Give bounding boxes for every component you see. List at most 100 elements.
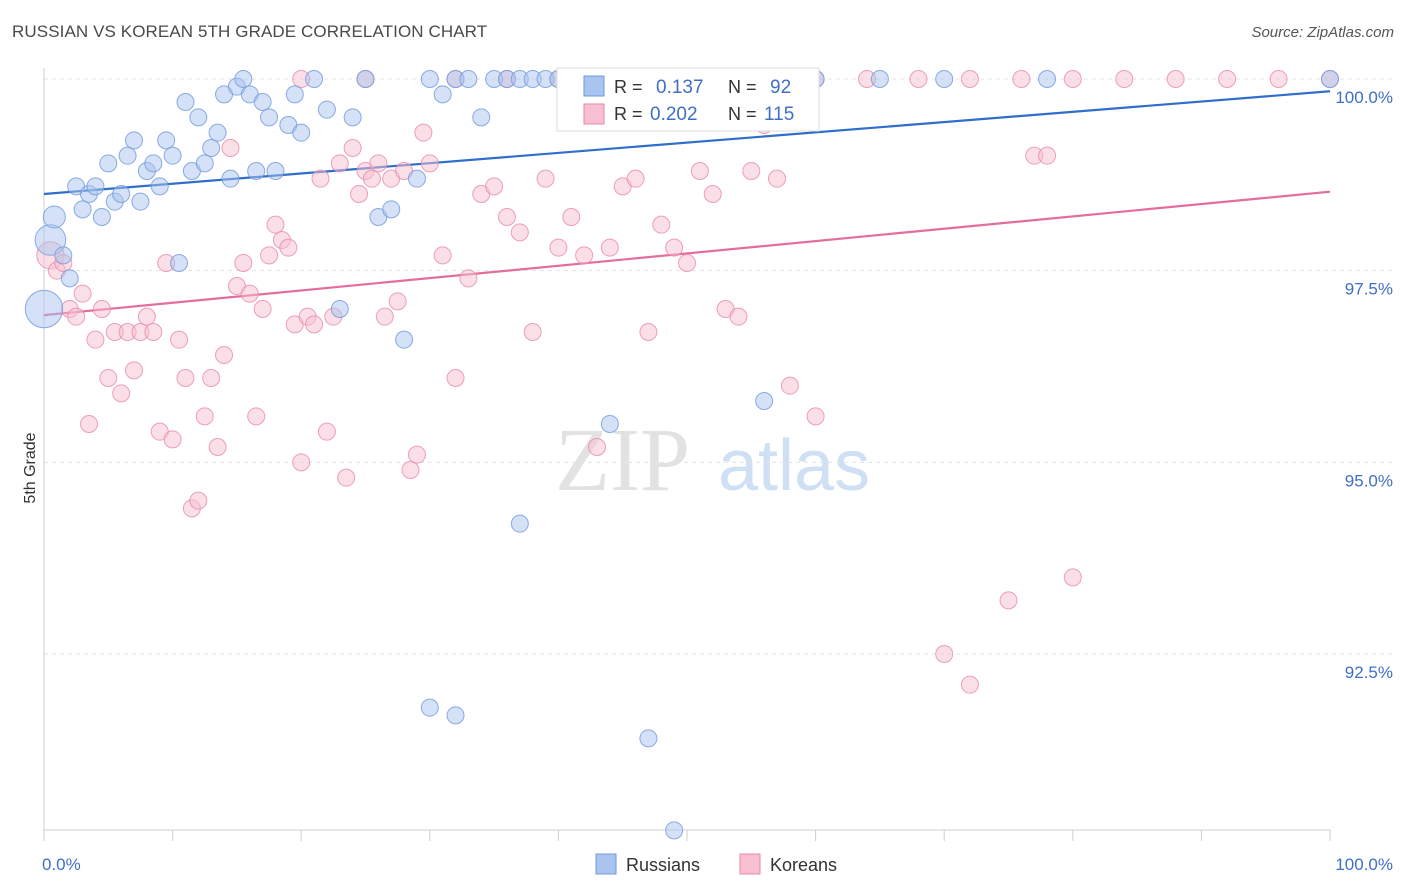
koreans-point-111 — [1166, 70, 1185, 88]
legend-n-label-russians: N = — [728, 77, 757, 97]
russians-point-39 — [292, 123, 311, 142]
koreans-point-60 — [433, 246, 452, 265]
koreans-point-81 — [703, 185, 722, 203]
russians-point-90 — [1038, 70, 1057, 88]
watermark-atlas: atlas — [718, 426, 870, 506]
chart-title: RUSSIAN VS KOREAN 5TH GRADE CORRELATION … — [12, 22, 488, 41]
y-tick-label-0: 100.0% — [1335, 88, 1393, 107]
russians-point-88 — [870, 70, 889, 88]
russians-point-21 — [170, 254, 189, 272]
koreans-point-106 — [909, 70, 928, 88]
koreans-point-65 — [497, 208, 516, 226]
russians-point-35 — [260, 108, 279, 127]
russians-point-52 — [459, 70, 478, 88]
russians-point-15 — [131, 192, 150, 211]
russians-point-47 — [395, 330, 414, 349]
koreans-point-9 — [99, 369, 118, 387]
russians-point-19 — [157, 131, 176, 150]
chart-source: Source: ZipAtlas.com — [1251, 24, 1394, 41]
russians-point-0 — [24, 289, 64, 329]
koreans-point-66 — [510, 223, 529, 242]
x-tick-label-min: 0.0% — [42, 855, 81, 874]
russians-point-17 — [144, 154, 163, 173]
russians-point-24 — [189, 108, 208, 127]
russians-point-34 — [253, 93, 272, 111]
russians-point-2 — [42, 205, 66, 229]
koreans-point-45 — [330, 154, 349, 173]
legend-r-value-russians: 0.137 — [656, 77, 704, 98]
russians-point-9 — [92, 208, 111, 226]
russians-point-25 — [195, 154, 214, 173]
koreans-point-93 — [1038, 146, 1057, 165]
russians-point-43 — [343, 108, 362, 127]
koreans-point-83 — [729, 307, 748, 326]
koreans-point-89 — [935, 645, 954, 663]
legend-r-label-russians: R = — [614, 77, 643, 97]
series-legend: Russians Koreans — [595, 853, 837, 875]
koreans-point-84 — [742, 162, 761, 180]
legend-swatch-koreans — [583, 103, 605, 125]
koreans-point-76 — [639, 323, 658, 341]
koreans-point-47 — [343, 139, 362, 157]
russians-point-6 — [73, 200, 92, 219]
koreans-point-90 — [960, 675, 979, 694]
koreans-point-28 — [221, 139, 240, 157]
russians-point-14 — [125, 131, 144, 150]
koreans-point-77 — [652, 215, 671, 234]
russians-point-18 — [150, 177, 169, 196]
russians-point-89 — [935, 70, 954, 88]
watermark-zip: ZIP — [555, 411, 690, 510]
bottom-legend-swatch-koreans — [739, 853, 761, 875]
koreans-point-54 — [388, 292, 407, 311]
koreans-point-69 — [549, 238, 568, 257]
russians-point-33 — [247, 162, 266, 180]
koreans-point-59 — [420, 154, 439, 173]
koreans-point-62 — [459, 269, 478, 288]
koreans-point-51 — [369, 154, 388, 173]
russians-point-48 — [407, 169, 426, 188]
koreans-point-13 — [125, 361, 144, 380]
russians-point-83 — [600, 415, 619, 433]
x-tick-label-max: 100.0% — [1335, 855, 1393, 874]
russians-point-42 — [330, 300, 349, 318]
russians-point-3 — [54, 246, 73, 265]
russians-point-41 — [317, 100, 336, 119]
koreans-point-7 — [86, 330, 105, 349]
koreans-point-24 — [195, 407, 214, 426]
russians-point-80 — [420, 698, 439, 717]
bottom-legend-label-koreans: Koreans — [770, 855, 837, 875]
russians-point-22 — [176, 93, 195, 111]
koreans-point-75 — [626, 169, 645, 188]
koreans-point-72 — [587, 438, 606, 456]
legend-swatch-russians — [583, 75, 605, 97]
y-tick-label-1: 97.5% — [1345, 280, 1393, 299]
axes — [43, 68, 1331, 841]
koreans-trend-line — [43, 190, 1331, 317]
koreans-point-70 — [562, 208, 581, 226]
y-tick-label-3: 92.5% — [1345, 663, 1393, 682]
koreans-point-15 — [137, 307, 156, 326]
koreans-point-26 — [208, 438, 227, 456]
koreans-point-30 — [234, 254, 253, 272]
koreans-point-58 — [414, 123, 433, 142]
russians-point-29 — [221, 169, 240, 188]
koreans-point-110 — [1115, 70, 1134, 88]
koreans-point-27 — [215, 346, 234, 364]
russians-point-27 — [208, 123, 227, 142]
russians-point-36 — [266, 162, 285, 180]
russians-point-91 — [1321, 70, 1339, 88]
russians-point-38 — [285, 85, 304, 104]
russians-point-49 — [420, 70, 439, 88]
legend-n-value-russians: 92 — [770, 77, 791, 98]
russians-point-50 — [433, 85, 452, 104]
koreans-point-23 — [189, 491, 208, 510]
y-tick-label-2: 95.0% — [1345, 471, 1393, 490]
koreans-point-57 — [407, 445, 426, 464]
grid-lines — [44, 78, 1395, 655]
russians-point-84 — [639, 729, 658, 748]
koreans-point-56 — [401, 461, 420, 479]
legend-r-value-koreans: 0.202 — [650, 104, 698, 125]
russians-point-4 — [60, 269, 79, 288]
koreans-point-87 — [780, 376, 799, 395]
